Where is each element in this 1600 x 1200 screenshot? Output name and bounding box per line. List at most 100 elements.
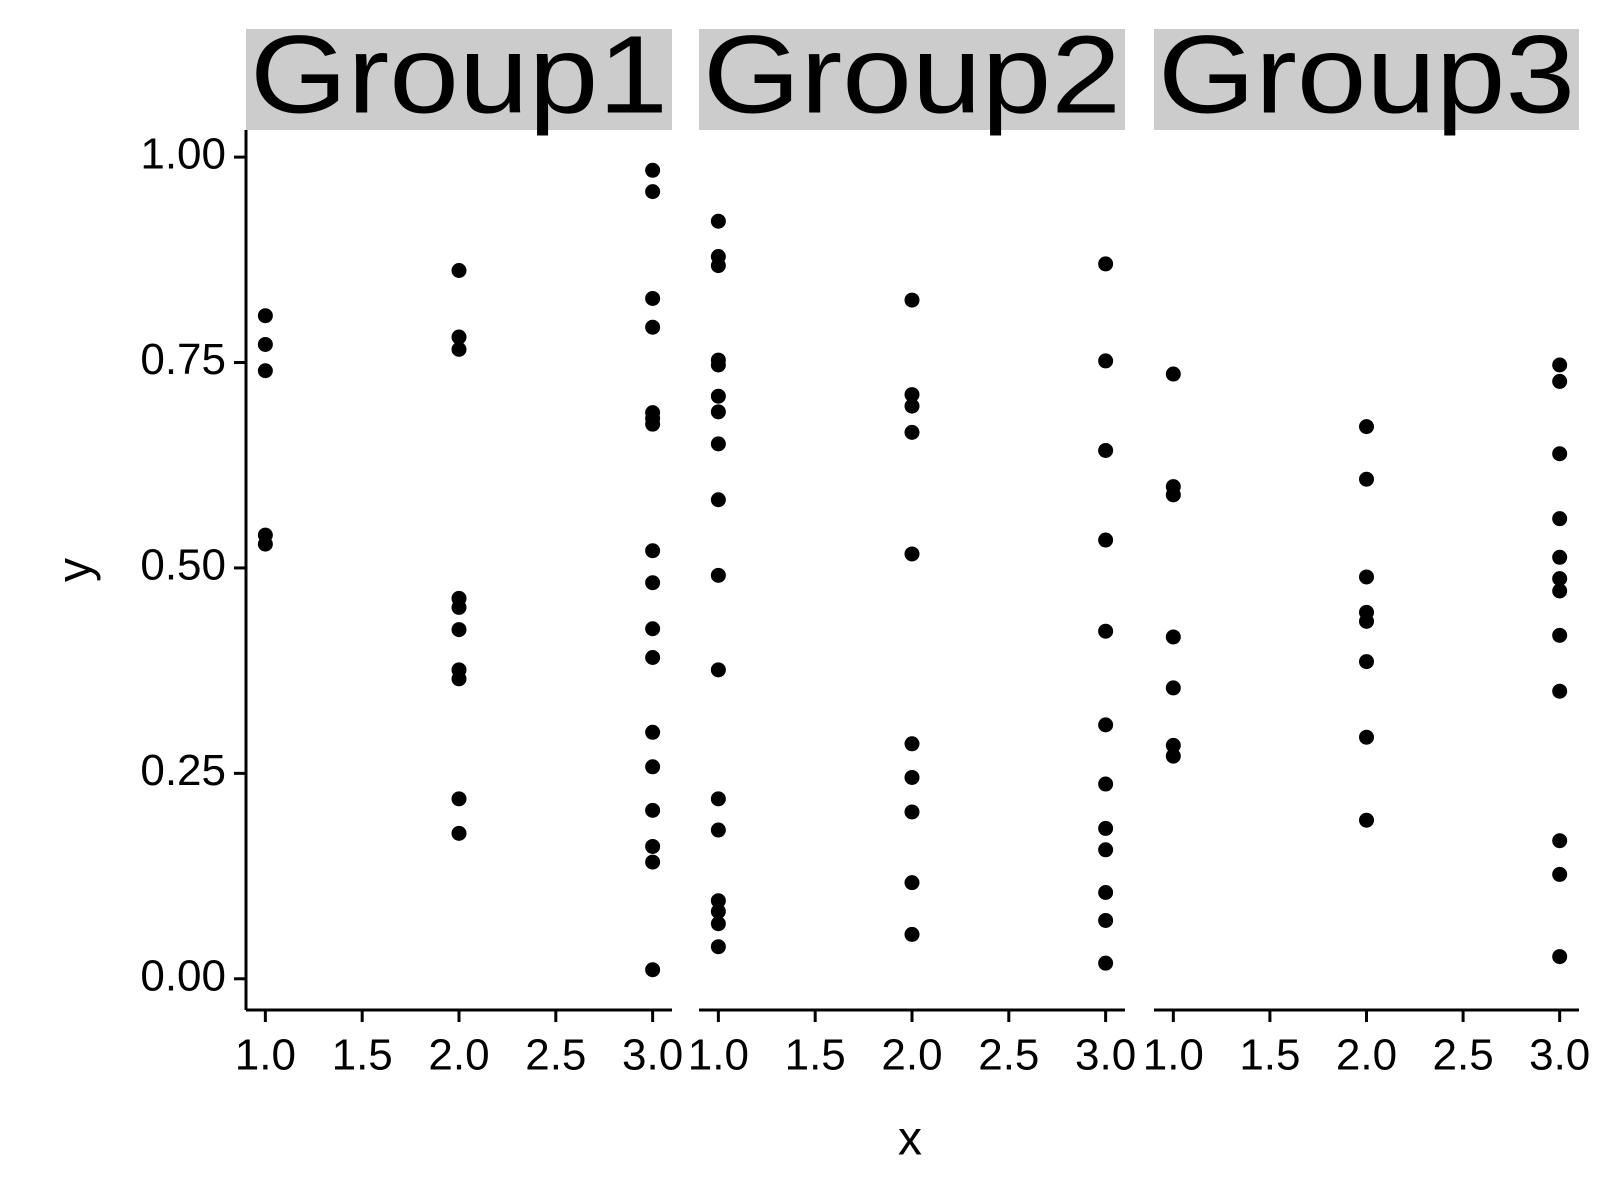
point <box>904 398 920 414</box>
point <box>1165 366 1181 382</box>
point <box>1098 776 1114 792</box>
point <box>1165 629 1181 645</box>
x-axis-label: x <box>898 1113 922 1166</box>
x-tick-label: 1.0 <box>688 1031 749 1080</box>
strip-title: Group3 <box>1158 14 1575 137</box>
x-tick-label: 1.5 <box>1239 1031 1300 1080</box>
point <box>710 357 726 373</box>
point <box>904 875 920 891</box>
x-tick-label: 1.5 <box>332 1031 393 1080</box>
point <box>645 416 661 432</box>
point <box>1165 680 1181 696</box>
x-tick-label: 1.0 <box>1143 1031 1204 1080</box>
point <box>710 893 726 909</box>
y-tick-label: 0.25 <box>140 746 226 795</box>
point <box>710 213 726 229</box>
x-tick-label: 2.0 <box>881 1031 942 1080</box>
point <box>1098 912 1114 928</box>
point <box>257 363 273 379</box>
point <box>1165 737 1181 753</box>
point <box>710 939 726 955</box>
x-tick-label: 2.0 <box>428 1031 489 1080</box>
strip <box>1154 29 1579 130</box>
strip-title: Group1 <box>250 14 668 137</box>
point <box>645 802 661 818</box>
strip-title: Group2 <box>703 14 1121 137</box>
point <box>1552 949 1568 965</box>
point <box>1098 353 1114 369</box>
point <box>645 854 661 870</box>
point <box>904 769 920 785</box>
x-tick-label: 1.0 <box>235 1031 296 1080</box>
point <box>1552 866 1568 882</box>
point <box>1359 419 1374 435</box>
strip <box>699 29 1125 130</box>
point <box>451 791 467 807</box>
point <box>710 404 726 420</box>
point <box>257 336 273 352</box>
point <box>1552 511 1568 527</box>
x-tick-label: 2.5 <box>525 1031 586 1080</box>
point <box>904 546 920 562</box>
point <box>710 492 726 508</box>
point <box>710 258 726 274</box>
point <box>1359 613 1374 629</box>
point <box>904 292 920 308</box>
point <box>645 759 661 775</box>
point <box>451 599 467 615</box>
point <box>1165 748 1181 764</box>
point <box>710 822 726 838</box>
point <box>904 804 920 820</box>
point <box>904 736 920 752</box>
point <box>645 290 661 306</box>
point <box>904 926 920 942</box>
point <box>1098 442 1114 458</box>
x-tick-label: 3.0 <box>1075 1031 1136 1080</box>
point <box>1098 842 1114 858</box>
x-tick-label: 1.5 <box>785 1031 846 1080</box>
point <box>1359 812 1374 828</box>
point <box>710 567 726 583</box>
point <box>1552 373 1568 389</box>
point <box>451 263 467 279</box>
point <box>904 387 920 403</box>
point <box>1098 717 1114 733</box>
strip <box>246 29 672 130</box>
point <box>1359 654 1374 670</box>
y-tick-label: 0.00 <box>140 951 226 1000</box>
y-tick-label: 1.00 <box>140 130 226 179</box>
y-tick-label: 0.75 <box>140 335 226 384</box>
x-tick-label: 3.0 <box>622 1031 683 1080</box>
point <box>1165 487 1181 503</box>
point <box>1552 571 1568 587</box>
point <box>710 662 726 678</box>
point <box>257 308 273 324</box>
x-tick-label: 3.0 <box>1529 1031 1590 1080</box>
point <box>1552 446 1568 462</box>
point <box>710 903 726 919</box>
point <box>645 184 661 200</box>
x-tick-label: 2.0 <box>1336 1031 1397 1080</box>
point <box>645 319 661 335</box>
point <box>645 543 661 559</box>
point <box>1098 532 1114 548</box>
point <box>1098 256 1114 272</box>
point <box>904 424 920 440</box>
x-tick-label: 2.5 <box>1433 1031 1494 1080</box>
point <box>451 671 467 687</box>
point <box>1098 820 1114 836</box>
point <box>257 536 273 552</box>
point <box>645 162 661 178</box>
x-tick-label: 2.5 <box>978 1031 1039 1080</box>
point <box>645 724 661 740</box>
point <box>451 825 467 841</box>
point <box>451 329 467 345</box>
point <box>1098 955 1114 971</box>
point <box>1359 569 1374 585</box>
point <box>1098 623 1114 639</box>
point <box>710 916 726 932</box>
point <box>710 436 726 452</box>
point <box>451 622 467 638</box>
